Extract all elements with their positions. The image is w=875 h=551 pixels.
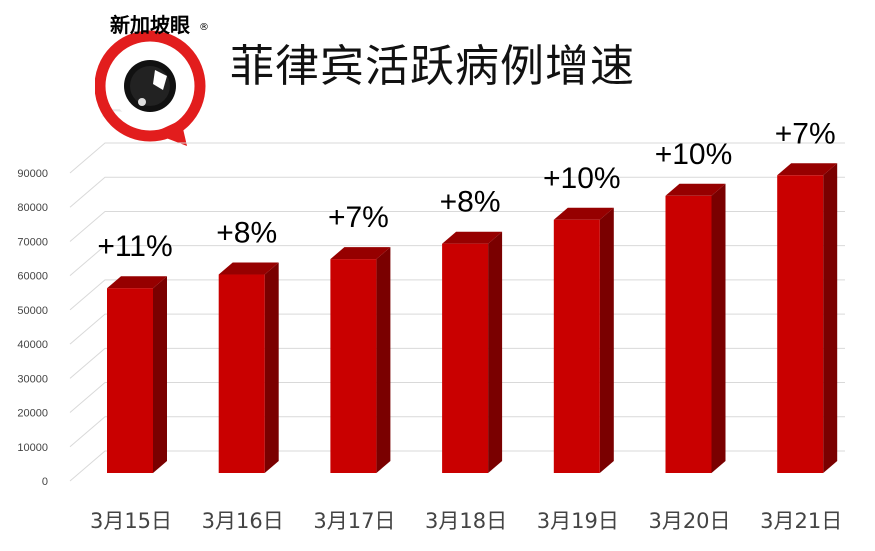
y-tick-label: 90000	[17, 168, 48, 180]
y-tick-label: 0	[42, 476, 48, 488]
bar-side	[153, 276, 167, 473]
bar-top	[553, 207, 614, 220]
bar-top	[665, 183, 726, 196]
y-tick-label: 50000	[17, 305, 48, 317]
x-tick-label: 3月20日	[648, 509, 730, 533]
bar-front	[553, 219, 600, 473]
bar-1	[107, 276, 167, 473]
bar-side	[376, 247, 391, 473]
y-tick-label: 20000	[17, 408, 48, 420]
data-label: +10%	[655, 138, 733, 171]
x-tick-label: 3月18日	[425, 509, 507, 533]
y-axis-ticks: 0 10000 20000 30000 40000 50000 60000 70000 8000…	[17, 168, 48, 488]
logo-mark	[95, 30, 206, 146]
bar-side	[711, 183, 726, 474]
data-label: +10%	[543, 162, 621, 195]
data-label: +8%	[440, 186, 501, 219]
data-label: +7%	[775, 117, 836, 150]
bar-side	[823, 163, 838, 473]
bar-top	[777, 163, 838, 176]
y-tick-label: 60000	[17, 271, 48, 283]
y-tick-label: 80000	[17, 202, 48, 214]
bar-front	[777, 175, 824, 473]
bar-5	[553, 207, 614, 473]
x-tick-label: 3月17日	[313, 509, 395, 533]
data-labels: +11% +8% +7% +8% +10% +10% +7%	[97, 117, 835, 263]
bar-front	[218, 274, 265, 473]
bar-7	[777, 163, 838, 473]
data-label: +8%	[216, 217, 277, 250]
y-tick-label: 10000	[17, 442, 48, 454]
gridline	[69, 142, 845, 174]
logo: 新加坡眼 ®	[95, 13, 209, 146]
bar-3	[330, 247, 391, 473]
bar-6	[665, 183, 726, 474]
bar-top	[330, 247, 391, 260]
bar-front	[665, 195, 712, 474]
x-tick-label: 3月15日	[90, 509, 172, 533]
x-tick-label: 3月19日	[537, 509, 619, 533]
y-tick-label: 30000	[17, 373, 48, 385]
chart-title: 菲律宾活跃病例增速	[230, 41, 635, 92]
x-axis-labels: 3月15日 3月16日 3月17日 3月18日 3月19日 3月20日 3月21日	[90, 509, 842, 533]
bar-front	[107, 288, 153, 473]
data-label: +7%	[328, 201, 389, 234]
x-tick-label: 3月21日	[760, 509, 842, 533]
y-tick-label: 40000	[17, 339, 48, 351]
bar-front	[442, 243, 489, 473]
gridline	[69, 176, 845, 208]
bar-side	[599, 207, 614, 473]
y-tick-label: 70000	[17, 236, 48, 248]
data-label: +11%	[97, 230, 172, 263]
bar-top	[442, 231, 503, 244]
bars	[107, 163, 838, 474]
bar-top	[107, 276, 167, 289]
x-tick-label: 3月16日	[202, 509, 284, 533]
bar-4	[442, 231, 503, 473]
bar-side	[488, 231, 503, 473]
logo-registered-mark: ®	[199, 22, 209, 33]
logo-text: 新加坡眼	[110, 13, 190, 37]
bar-2	[218, 262, 279, 473]
bar-side	[264, 262, 279, 473]
bar-front	[330, 259, 377, 473]
bar-top	[218, 262, 279, 275]
